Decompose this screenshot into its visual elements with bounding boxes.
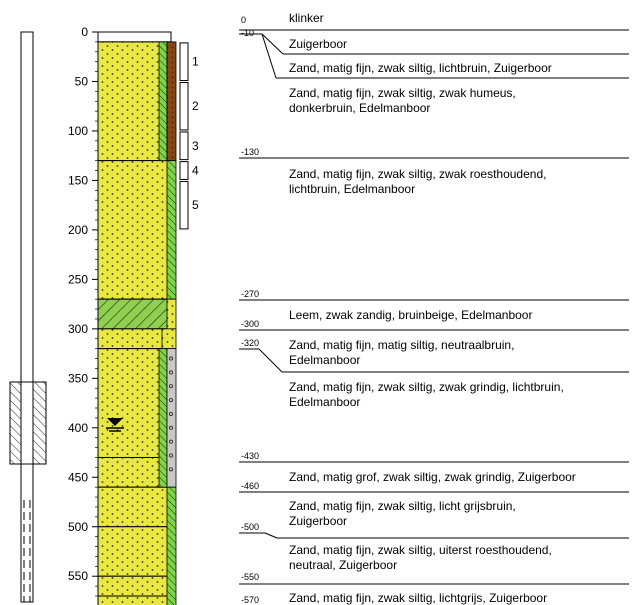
depth-label: -130 [241, 147, 259, 157]
depth-label: -570 [241, 595, 259, 605]
layer-description: Zand, matig fijn, zwak siltig, zwak hume… [289, 86, 516, 100]
sample-number: 1 [192, 55, 199, 69]
strip-segment [166, 486, 177, 605]
groundwater-level-marker [106, 418, 124, 432]
axis-tick-label: 50 [75, 74, 89, 88]
layer-klinker [97, 31, 172, 43]
depth-label: -300 [241, 319, 259, 329]
layer-sand [97, 575, 172, 597]
gravel-mark [168, 398, 173, 403]
strip-segment [158, 41, 168, 162]
axis-tick-label: 0 [81, 25, 88, 39]
layer-description: lichtbruin, Edelmanboor [289, 182, 415, 196]
strip-segment [158, 348, 168, 488]
layer-description: Zand, matig fijn, zwak siltig, zwak grin… [289, 380, 564, 394]
gravel-mark [168, 425, 173, 430]
lithology-column [97, 31, 172, 605]
depth-label: 0 [241, 15, 246, 25]
layer-description: Zand, matig fijn, zwak siltig, licht gri… [289, 499, 516, 513]
strip-segment [161, 328, 177, 350]
layer-description: Zand, matig grof, zwak siltig, zwak grin… [289, 470, 576, 484]
depth-label: -550 [241, 572, 259, 582]
layer-description: neutraal, Zuigerboor [289, 558, 397, 572]
axis-tick-label: 200 [68, 223, 88, 237]
layer-sand [97, 595, 172, 605]
strip-segment [166, 298, 177, 330]
sample-number: 4 [192, 164, 199, 178]
sample-box [179, 161, 189, 180]
sample-box [179, 42, 189, 81]
layer-loam [97, 298, 172, 330]
axis-tick-label: 150 [68, 173, 88, 187]
sample-number: 2 [192, 99, 199, 113]
sample-number: 5 [192, 198, 199, 212]
depth-label: -270 [241, 289, 259, 299]
strip-segment [166, 348, 177, 488]
layer-sand [97, 526, 172, 577]
piezometer-pipe-segment [20, 381, 34, 465]
sample-box [179, 180, 189, 230]
layer-description: Zand, matig fijn, zwak siltig, zwak roes… [289, 167, 546, 181]
gravel-mark [168, 356, 173, 361]
gravel-mark [168, 439, 173, 444]
axis-tick-label: 250 [68, 272, 88, 286]
layer-description: Zand, matig fijn, zwak siltig, lichtgrij… [289, 591, 547, 605]
layer-description: Zand, matig fijn, zwak siltig, lichtbrui… [289, 61, 552, 75]
depth-axis: 0 50 100 150 200 250 300 350 400 450 500 550 [68, 25, 99, 605]
gravel-mark [168, 453, 173, 458]
piezometer-casing [20, 31, 34, 603]
depth-label: -500 [241, 522, 259, 532]
gravel-mark [168, 467, 173, 472]
layer-description: Edelmanboor [289, 395, 360, 409]
gravel-mark [168, 411, 173, 416]
depth-label: -320 [241, 338, 259, 348]
gravel-mark [168, 370, 173, 375]
layer-sand [97, 486, 172, 528]
layer-description: Zuigerboor [289, 37, 347, 51]
strip-segment [166, 160, 177, 300]
axis-tick-label: 550 [68, 569, 88, 583]
layer-description: donkerbruin, Edelmanboor [289, 101, 430, 115]
axis-tick-label: 450 [68, 470, 88, 484]
depth-label: -430 [241, 451, 259, 461]
depth-label: -10 [241, 28, 254, 38]
axis-tick-label: 400 [68, 421, 88, 435]
sample-boxes: 1 2 3 4 5 [179, 42, 199, 230]
layer-sand [97, 328, 172, 350]
gravel-mark [168, 384, 173, 389]
side-strip [158, 41, 177, 605]
layer-description: Zand, matig fijn, matig siltig, neutraal… [289, 338, 514, 352]
axis-tick-label: 100 [68, 124, 88, 138]
piezometer [9, 31, 47, 603]
axis-tick-label: 500 [68, 520, 88, 534]
layer-description: Edelmanboor [289, 353, 360, 367]
strip-segment [166, 41, 177, 162]
sample-box [179, 81, 189, 131]
axis-tick-label: 350 [68, 371, 88, 385]
layer-description: klinker [289, 11, 324, 25]
layer-description: Zuigerboor [289, 514, 347, 528]
sample-number: 3 [192, 139, 199, 153]
depth-label: -460 [241, 481, 259, 491]
sample-box [179, 131, 189, 161]
layer-description: Leem, zwak zandig, bruinbeige, Edelmanbo… [289, 308, 532, 322]
layer-sand [97, 160, 172, 300]
layer-description: Zand, matig fijn, zwak siltig, uiterst r… [289, 543, 552, 557]
axis-tick-label: 300 [68, 322, 88, 336]
